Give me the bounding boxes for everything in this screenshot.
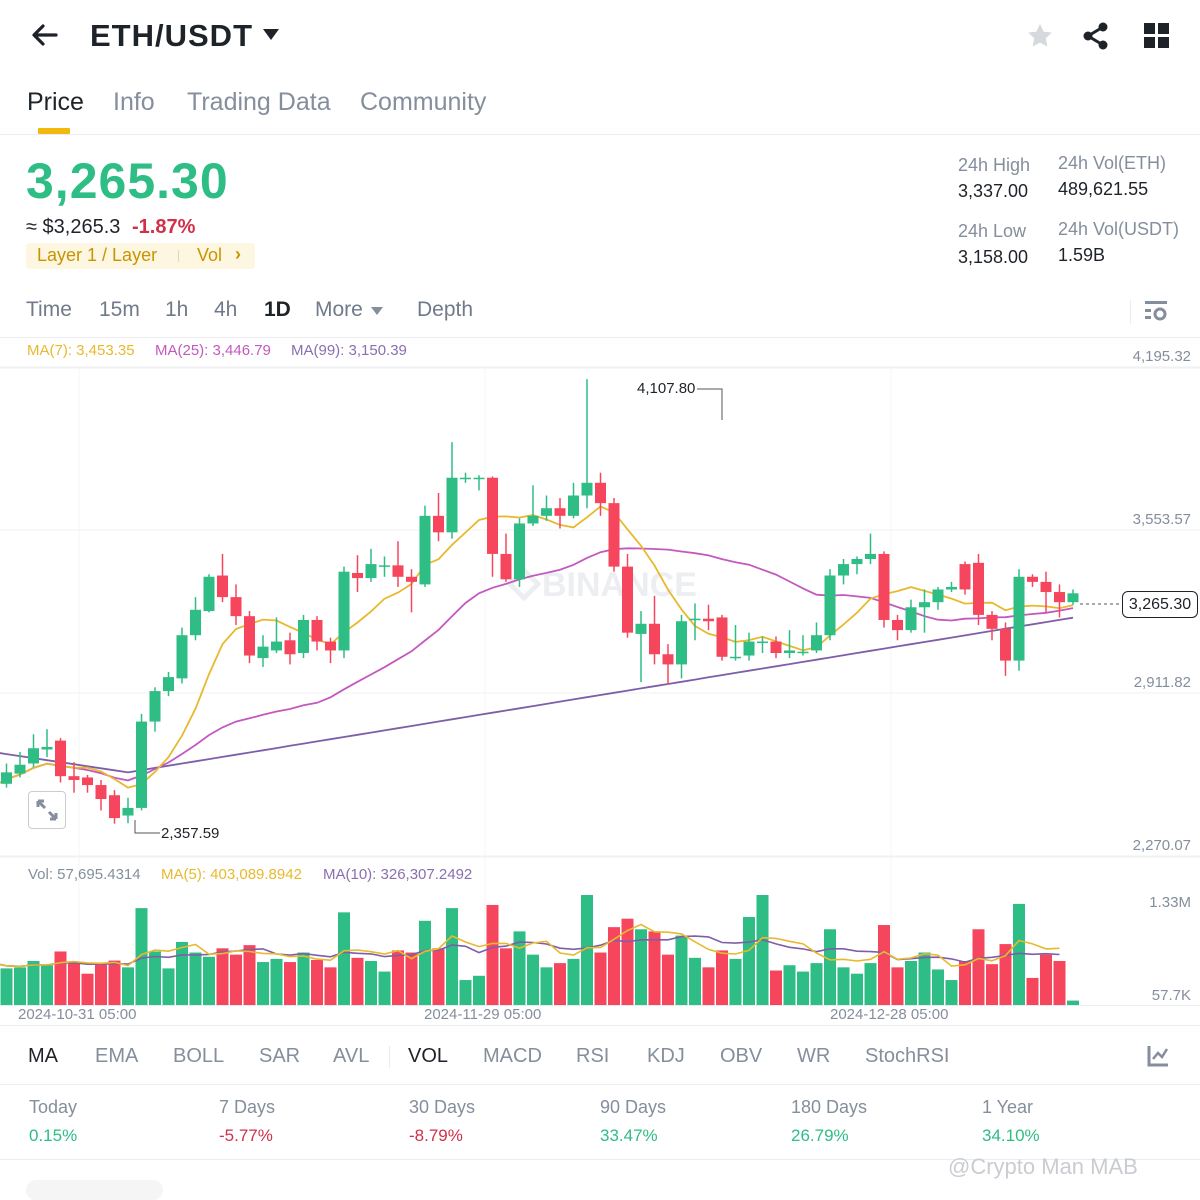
perf-label-7d: 7 Days bbox=[219, 1097, 276, 1117]
approx-usd-price: ≈ $3,265.3 bbox=[26, 216, 121, 238]
date-axis-label: 2024-12-28 05:00 bbox=[830, 1006, 949, 1023]
indicator-wr[interactable]: WR bbox=[797, 1045, 831, 1067]
pair-dropdown-caret-icon[interactable] bbox=[263, 29, 279, 40]
watermark: @Crypto Man MAB bbox=[948, 1154, 1138, 1179]
expand-chart-button[interactable] bbox=[28, 791, 66, 829]
date-axis-label: 2024-11-29 05:00 bbox=[424, 1006, 542, 1023]
vol-legend: Vol: 57,695.4314 bbox=[28, 866, 141, 883]
tag-divider bbox=[178, 250, 179, 262]
vol-ma5-legend: MA(5): 403,089.8942 bbox=[161, 866, 302, 883]
price-axis-label: 2,911.82 bbox=[1133, 674, 1191, 691]
share-icon[interactable] bbox=[1080, 20, 1112, 52]
perf-label-30d: 30 Days bbox=[409, 1097, 476, 1117]
ma99-legend: MA(99): 3,150.39 bbox=[291, 342, 407, 359]
perf-value-180d: 26.79% bbox=[791, 1126, 849, 1145]
indicator-macd[interactable]: MACD bbox=[483, 1045, 542, 1067]
last-price: 3,265.30 bbox=[26, 153, 229, 209]
high-annotation: 4,107.80 bbox=[637, 380, 696, 397]
24h-vol-quote-label: 24h Vol(USDT) bbox=[1058, 219, 1180, 239]
perf-label-1y: 1 Year bbox=[982, 1097, 1034, 1117]
24h-vol-base-label: 24h Vol(ETH) bbox=[1058, 153, 1167, 173]
vol-axis-label: 1.33M bbox=[1149, 894, 1191, 911]
perf-value-90d: 33.47% bbox=[600, 1126, 658, 1145]
tab-trading-data[interactable]: Trading Data bbox=[187, 88, 331, 116]
vol-ma10-legend: MA(10): 326,307.2492 bbox=[323, 866, 473, 883]
timeframe-time[interactable]: Time bbox=[26, 298, 72, 321]
24h-vol-base-value: 489,621.55 bbox=[1058, 179, 1149, 199]
perf-label-180d: 180 Days bbox=[791, 1097, 868, 1117]
candlestick-chart[interactable]: BINANCE bbox=[0, 340, 1200, 1030]
24h-high-value: 3,337.00 bbox=[958, 181, 1029, 201]
timeframe-1h[interactable]: 1h bbox=[165, 298, 189, 321]
timeframe-depth[interactable]: Depth bbox=[417, 298, 474, 321]
tab-price[interactable]: Price bbox=[27, 88, 84, 116]
tab-info[interactable]: Info bbox=[113, 88, 155, 116]
timeframe-15m[interactable]: 15m bbox=[99, 298, 140, 321]
timeframe-1d[interactable]: 1D bbox=[264, 298, 291, 321]
divider bbox=[0, 1084, 1200, 1085]
perf-label-90d: 90 Days bbox=[600, 1097, 667, 1117]
perf-value-1y: 34.10% bbox=[982, 1126, 1040, 1145]
date-axis-label: 2024-10-31 05:00 bbox=[18, 1006, 137, 1023]
low-annotation: 2,357.59 bbox=[161, 825, 220, 842]
tab-bar: Price Info Trading Data Community bbox=[0, 80, 1200, 135]
24h-low-value: 3,158.00 bbox=[958, 247, 1029, 267]
indicator-settings-icon[interactable] bbox=[1146, 1044, 1170, 1068]
divider bbox=[0, 1025, 1200, 1026]
24h-low-label: 24h Low bbox=[958, 221, 1027, 241]
price-axis-label: 4,195.32 bbox=[1132, 348, 1191, 365]
24h-high-label: 24h High bbox=[958, 155, 1031, 175]
svg-text:BINANCE: BINANCE bbox=[542, 566, 697, 604]
perf-value-30d: -8.79% bbox=[409, 1126, 463, 1145]
indicator-ema[interactable]: EMA bbox=[95, 1045, 139, 1067]
perf-value-today: 0.15% bbox=[29, 1126, 78, 1145]
top-bar: ETH/USDT bbox=[0, 0, 1200, 72]
tab-community[interactable]: Community bbox=[360, 88, 487, 116]
indicator-stochrsi[interactable]: StochRSI bbox=[865, 1045, 950, 1067]
vol-axis-label: 57.7K bbox=[1151, 987, 1191, 1004]
tag-category-label: Layer 1 / Layer bbox=[37, 245, 158, 265]
indicator-vol[interactable]: VOL bbox=[408, 1045, 449, 1067]
back-arrow-icon[interactable] bbox=[28, 18, 62, 52]
divider bbox=[389, 1046, 390, 1068]
price-axis-label: 3,553.57 bbox=[1132, 511, 1191, 528]
ma25-legend: MA(25): 3,446.79 bbox=[155, 342, 271, 359]
ma7-legend: MA(7): 3,453.35 bbox=[27, 342, 135, 359]
24h-vol-quote-value: 1.59B bbox=[1058, 245, 1106, 265]
perf-label-today: Today bbox=[29, 1097, 78, 1117]
active-tab-indicator bbox=[38, 128, 70, 134]
divider bbox=[0, 1159, 1200, 1160]
divider bbox=[0, 337, 1200, 338]
last-price-tag: 3,265.30 bbox=[1122, 591, 1198, 618]
change-percent: -1.87% bbox=[132, 216, 196, 238]
divider bbox=[1130, 300, 1131, 324]
grid-layout-icon[interactable] bbox=[1142, 20, 1174, 52]
indicator-obv[interactable]: OBV bbox=[720, 1045, 763, 1067]
price-axis-label: 2,270.07 bbox=[1132, 837, 1191, 854]
indicator-boll[interactable]: BOLL bbox=[173, 1045, 225, 1067]
indicator-sar[interactable]: SAR bbox=[259, 1045, 301, 1067]
tag-vol-label: Vol bbox=[197, 245, 223, 265]
more-caret-icon bbox=[371, 307, 383, 315]
indicator-ma[interactable]: MA bbox=[28, 1045, 58, 1067]
chart-settings-icon[interactable] bbox=[1143, 299, 1171, 323]
timeframe-4h[interactable]: 4h bbox=[214, 298, 238, 321]
star-icon[interactable] bbox=[1024, 20, 1056, 52]
indicator-rsi[interactable]: RSI bbox=[576, 1045, 610, 1067]
timeframe-more[interactable]: More bbox=[315, 298, 363, 321]
category-tag[interactable]: Layer 1 / Layer Vol › bbox=[26, 243, 255, 269]
pair-title[interactable]: ETH/USDT bbox=[90, 18, 253, 53]
indicator-avl[interactable]: AVL bbox=[333, 1045, 370, 1067]
bottom-button[interactable] bbox=[26, 1180, 163, 1200]
indicator-kdj[interactable]: KDJ bbox=[647, 1045, 685, 1067]
perf-value-7d: -5.77% bbox=[219, 1126, 273, 1145]
chevron-right-icon: › bbox=[235, 244, 241, 264]
